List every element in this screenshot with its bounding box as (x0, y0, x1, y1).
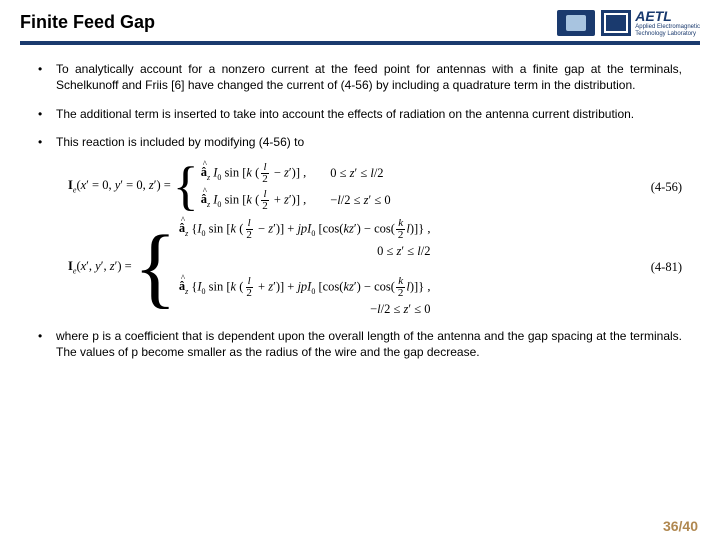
bullet-text: To analytically account for a nonzero cu… (56, 61, 682, 93)
lab-logo-sub2: Technology Laboratory (635, 31, 700, 38)
page-total: 40 (682, 518, 698, 534)
bullet-dot: • (38, 61, 56, 93)
slide-title: Finite Feed Gap (20, 12, 155, 33)
bullet-item: • The additional term is inserted to tak… (38, 106, 682, 122)
bullet-item: • This reaction is included by modifying… (38, 134, 682, 150)
lab-logo-sub1: Applied Electromagnetic (635, 24, 700, 31)
slide-content: • To analytically account for a nonzero … (0, 45, 720, 360)
university-logo (557, 10, 595, 36)
bullet-text: The additional term is inserted to take … (56, 106, 682, 122)
slide-header: Finite Feed Gap AETL Applied Electromagn… (0, 0, 720, 41)
bullet-item: • where p is a coefficient that is depen… (38, 328, 682, 360)
equation-4-56: Ie(x′ = 0, y′ = 0, z′) = { âz I0 sin [k … (68, 162, 682, 212)
bullet-dot: • (38, 134, 56, 150)
equation-number: (4-81) (651, 259, 682, 276)
equation-number: (4-56) (651, 179, 682, 196)
page-current: 36 (663, 518, 679, 534)
page-number: 36/40 (663, 518, 698, 534)
equation-4-81: Ie(x′, y′, z′) = { âz {I0 sin [k (l2 − z… (68, 218, 682, 318)
bullet-item: • To analytically account for a nonzero … (38, 61, 682, 93)
bullet-dot: • (38, 328, 56, 360)
lab-logo-text: AETL (635, 8, 700, 24)
bullet-text: where p is a coefficient that is depende… (56, 328, 682, 360)
lab-logo: AETL Applied Electromagnetic Technology … (601, 8, 700, 37)
lab-logo-mark (601, 10, 631, 36)
logo-group: AETL Applied Electromagnetic Technology … (557, 8, 700, 37)
bullet-text: This reaction is included by modifying (… (56, 134, 682, 150)
bullet-dot: • (38, 106, 56, 122)
